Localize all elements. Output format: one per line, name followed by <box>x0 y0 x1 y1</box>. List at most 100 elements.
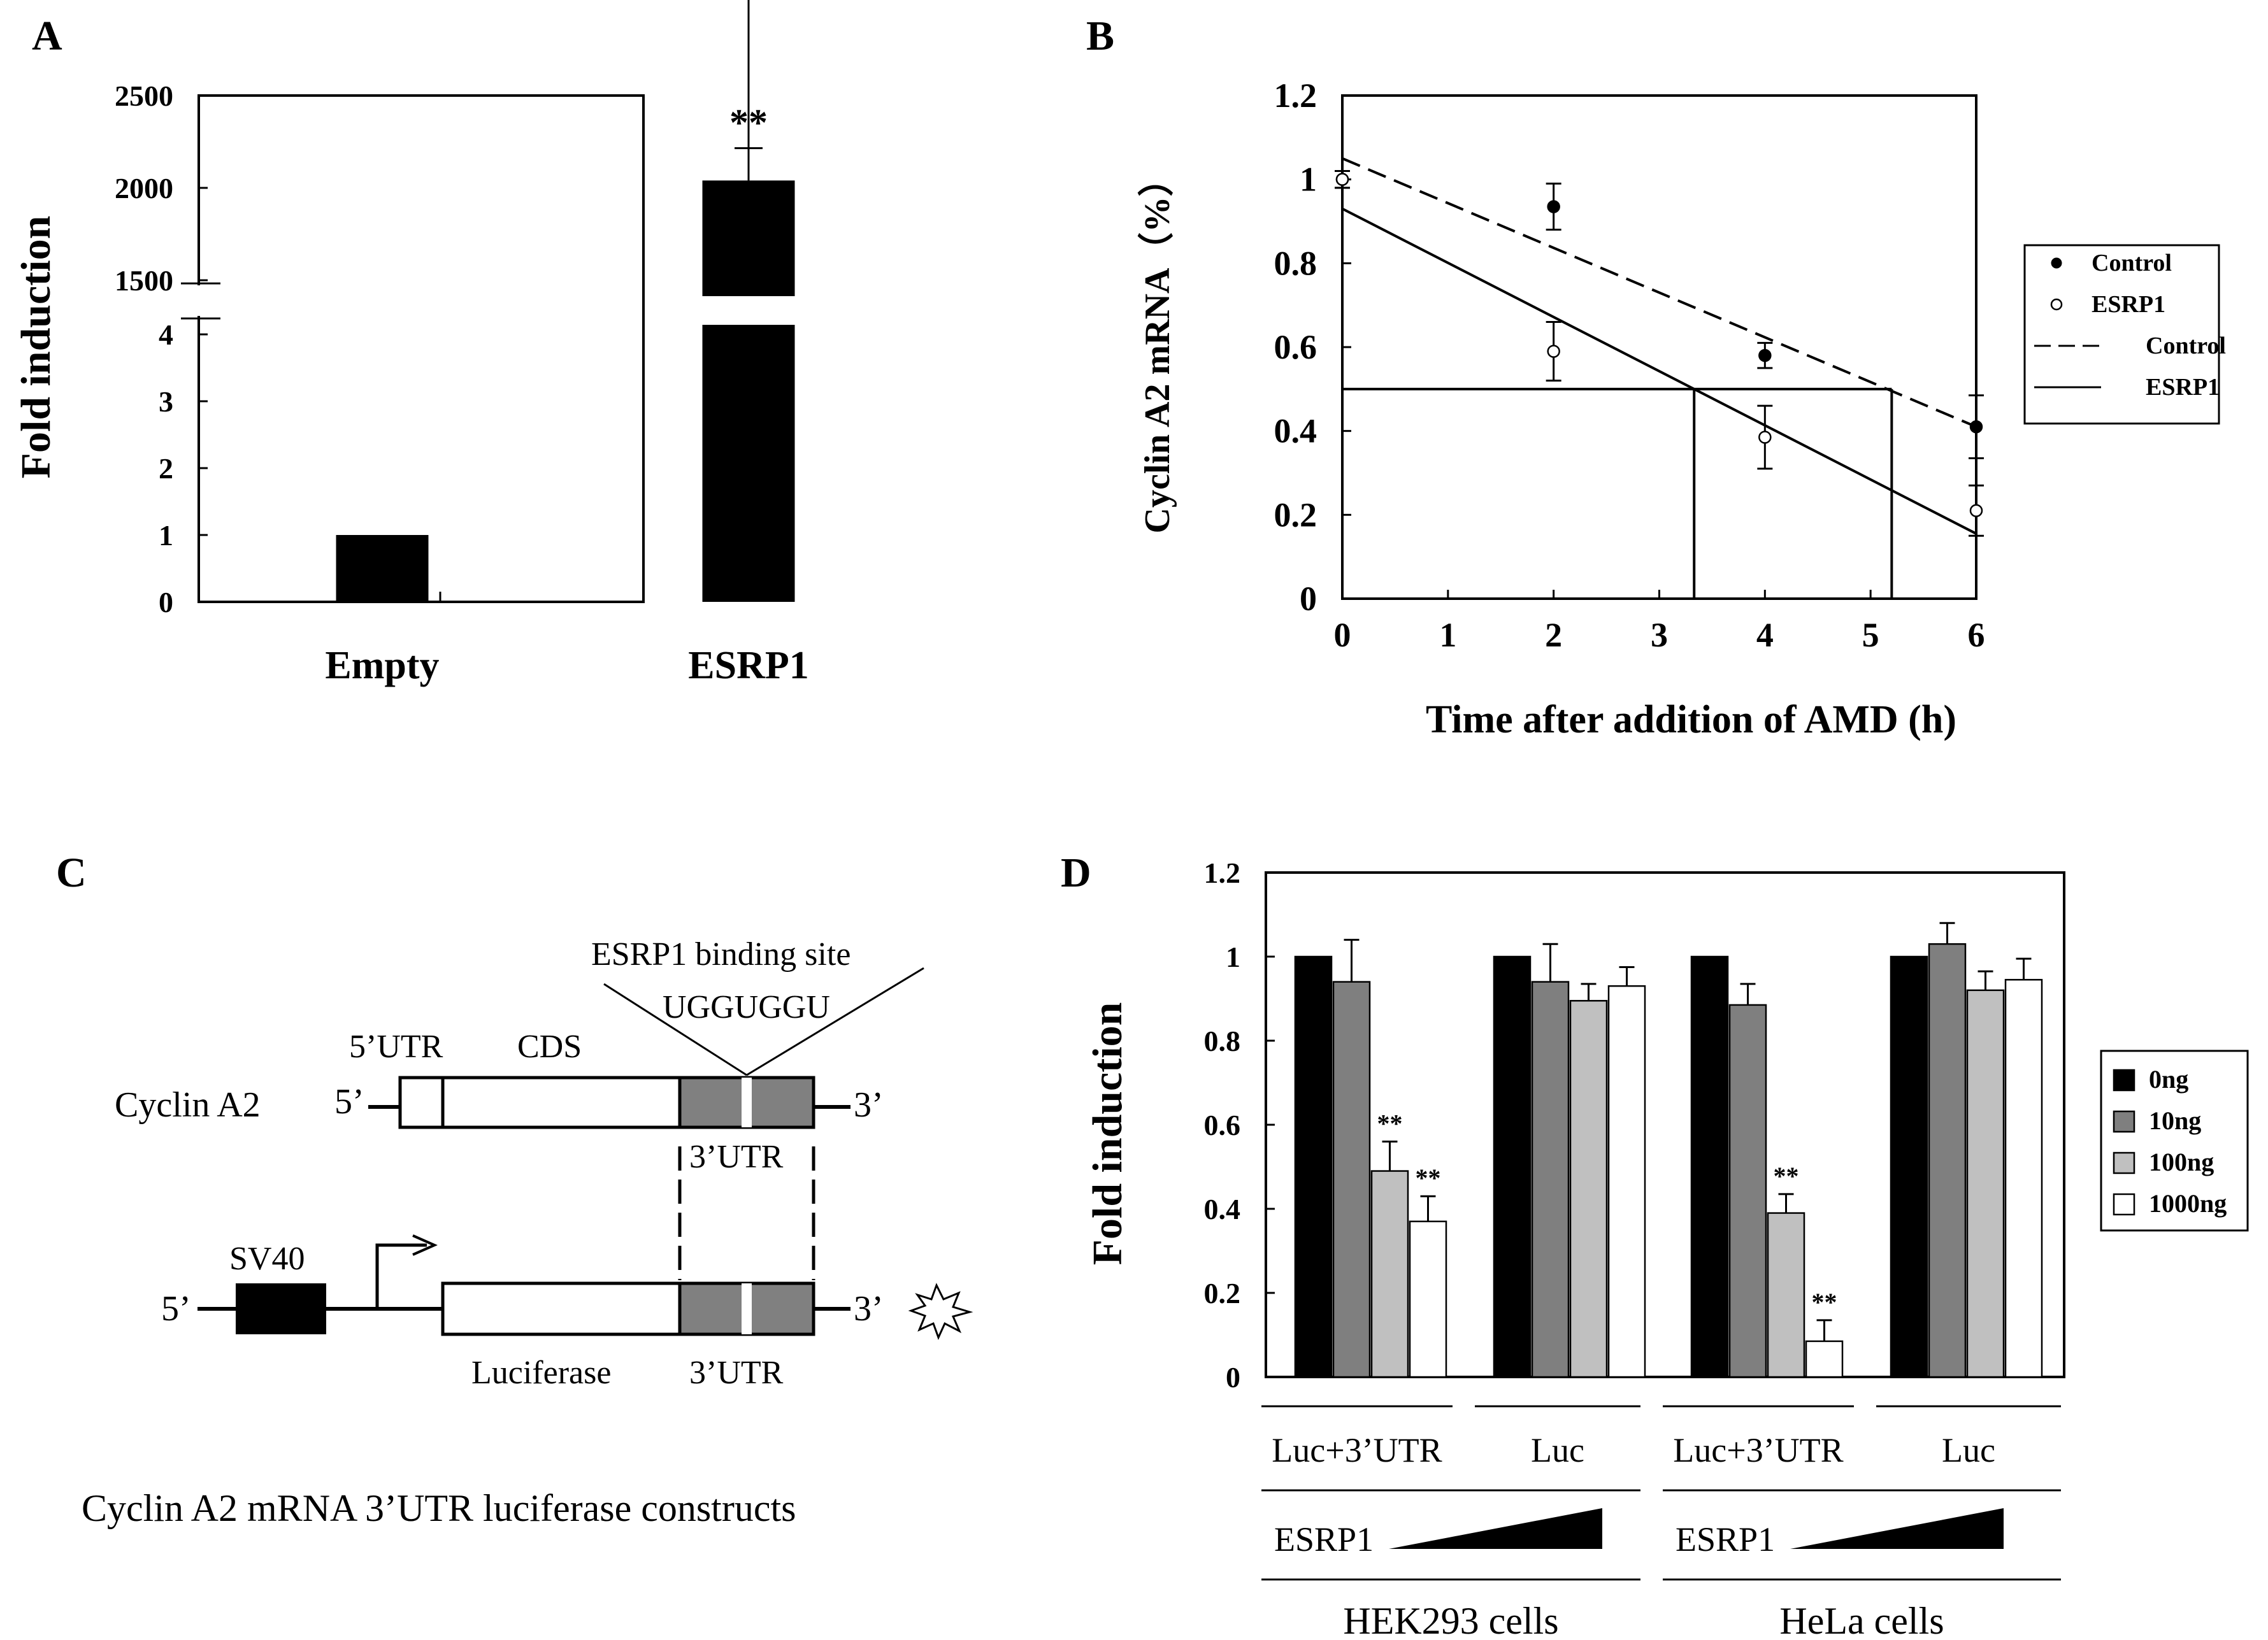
x-tick-label: 4 <box>1756 616 1774 654</box>
esrp1-gradient-wedge <box>1389 1508 1602 1549</box>
utr3-label-bottom: 3’UTR <box>689 1355 784 1391</box>
y-tick-label: 1.2 <box>1204 857 1241 889</box>
bar-100ng <box>1767 1212 1805 1378</box>
x-tick-label: 5 <box>1862 616 1879 654</box>
esrp1-label: ESRP1 <box>1676 1520 1775 1558</box>
bar-0ng <box>1690 955 1729 1378</box>
cell-line-label: HeLa cells <box>1779 1600 1944 1640</box>
y-tick-label: 1500 <box>115 264 173 297</box>
y-tick-label: 0 <box>1300 580 1317 618</box>
bar-10ng <box>1728 1004 1767 1378</box>
bar-100ng <box>1569 1000 1608 1378</box>
bar-esrp1-lower <box>702 325 795 602</box>
panel-label-b: B <box>1086 13 1114 59</box>
y-tick-label: 2 <box>159 452 173 485</box>
axis-break-gap <box>194 285 204 316</box>
y-tick-label: 0.2 <box>1274 496 1317 534</box>
point-esrp1 <box>1547 345 1560 358</box>
bar-1000ng <box>2004 979 2043 1378</box>
legend-label: Control <box>2092 250 2172 276</box>
promoter-arrow <box>375 1243 427 1309</box>
significance-mark: ** <box>1416 1164 1441 1192</box>
bar-0ng <box>1294 955 1333 1378</box>
sv40-label: SV40 <box>229 1241 305 1277</box>
y-tick-label: 0.4 <box>1204 1193 1241 1225</box>
legend-label: 100ng <box>2149 1148 2214 1176</box>
callout-line-left <box>603 983 747 1076</box>
cds-label: CDS <box>517 1029 582 1065</box>
x-tick-label: ESRP1 <box>688 644 808 687</box>
bar-0ng <box>1493 955 1532 1378</box>
y-tick-label: 0 <box>1226 1361 1240 1394</box>
five-prime-top: 5’ <box>334 1082 364 1122</box>
y-tick-label: 4 <box>159 318 173 351</box>
gene-label: Cyclin A2 <box>115 1085 261 1125</box>
luciferase-box <box>441 1281 682 1336</box>
legend-swatch <box>2113 1069 2135 1092</box>
legend-label: ESRP1 <box>2092 291 2165 318</box>
cds-box <box>441 1076 682 1129</box>
panel-a-chart: 0 1 2 3 4 1500 2000 2500 Fold induction Empty ** ES… <box>13 0 809 687</box>
bar-1000ng <box>1805 1340 1844 1378</box>
group-label: Luc+3’UTR <box>1673 1431 1843 1469</box>
y-tick-label: 1 <box>159 519 173 552</box>
esrp1-gradient-wedge <box>1790 1508 2004 1549</box>
bar-esrp1-upper <box>702 180 795 296</box>
utr5-label: 5’UTR <box>349 1029 443 1065</box>
binding-site-mark-bottom <box>742 1283 752 1334</box>
binding-site-mark-top <box>742 1078 752 1127</box>
y-tick-label: 0.6 <box>1274 328 1317 366</box>
x-axis-label: Time after addition of AMD (h) <box>1426 698 1956 741</box>
legend-label: 10ng <box>2149 1106 2201 1135</box>
bar-100ng <box>1370 1170 1409 1378</box>
legend-label: ESRP1 <box>2146 374 2220 401</box>
panel-b-chart: 0 0.2 0.4 0.6 0.8 1 1.2 0 1 2 3 4 5 6 Time after addit… <box>1137 76 2226 741</box>
binding-site-label: ESRP1 binding site <box>591 936 850 973</box>
legend-marker-esrp1 <box>2050 298 2063 311</box>
three-prime-top: 3’ <box>854 1085 884 1125</box>
y-axis-label: Cyclin A2 mRNA（%） <box>1137 161 1177 534</box>
legend-swatch <box>2113 1152 2135 1174</box>
promoter-arrowhead <box>412 1234 438 1256</box>
bar-0ng <box>1890 955 1928 1378</box>
five-prime-bottom: 5’ <box>161 1289 191 1329</box>
panel-c-diagram: Cyclin A2 5’ 3’ 5’UTR CDS 3’UTR ESRP1 bi… <box>82 936 973 1529</box>
significance-mark: ** <box>1774 1162 1799 1190</box>
plot-frame <box>197 94 645 603</box>
legend-label: Control <box>2146 332 2226 359</box>
y-tick-label: 0.4 <box>1274 412 1317 450</box>
x-tick-label: 1 <box>1439 616 1456 654</box>
significance-mark: ** <box>1377 1109 1403 1137</box>
group-label: Luc <box>1531 1431 1584 1469</box>
x-tick-label: 3 <box>1651 616 1668 654</box>
diagram-title: Cyclin A2 mRNA 3’UTR luciferase construc… <box>82 1487 796 1529</box>
y-tick-label: 0 <box>159 586 173 618</box>
legend-swatch <box>2113 1193 2135 1216</box>
bar-100ng <box>1966 989 2005 1378</box>
plot-frame <box>1341 94 1977 600</box>
point-esrp1 <box>1758 431 1772 444</box>
motif-label: UGGUGGU <box>663 989 830 1025</box>
callout-line-right <box>746 967 924 1076</box>
panel-label-a: A <box>32 13 62 59</box>
legend-swatch <box>2113 1110 2135 1133</box>
three-prime-bottom: 3’ <box>854 1289 884 1329</box>
cell-line-label: HEK293 cells <box>1343 1600 1558 1640</box>
bar-1000ng <box>1409 1220 1447 1378</box>
legend-label: 1000ng <box>2149 1189 2227 1218</box>
point-control <box>1547 200 1560 213</box>
group-label: Luc <box>1942 1431 1995 1469</box>
esrp1-label: ESRP1 <box>1274 1520 1374 1558</box>
bar-10ng <box>1531 981 1570 1378</box>
y-tick-label: 0.2 <box>1204 1277 1241 1309</box>
y-tick-label: 2500 <box>115 80 173 112</box>
bar-10ng <box>1332 981 1371 1378</box>
group-label: Luc+3’UTR <box>1272 1431 1442 1469</box>
bar-10ng <box>1928 943 1967 1378</box>
y-tick-label: 0.8 <box>1274 244 1317 282</box>
y-tick-label: 0.6 <box>1204 1109 1241 1141</box>
y-axis-label: Fold induction <box>1084 1002 1131 1266</box>
point-esrp1 <box>1969 504 1983 517</box>
utr3-label-top: 3’UTR <box>689 1139 784 1175</box>
